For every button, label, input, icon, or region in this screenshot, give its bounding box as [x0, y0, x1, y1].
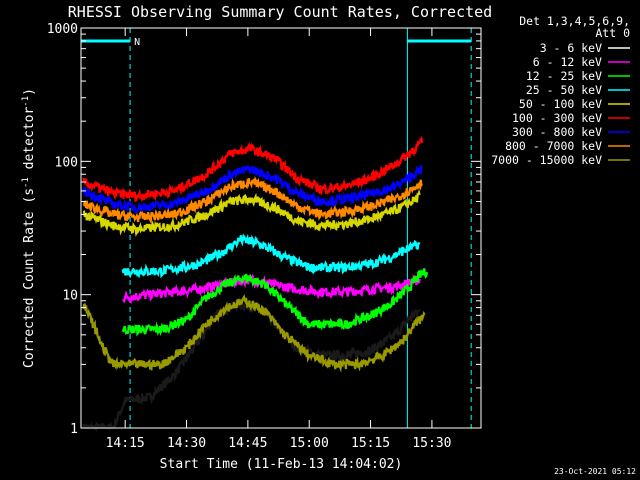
- x-tick-label-5: 15:30: [412, 436, 451, 451]
- footer-timestamp: 23-Oct-2021 05:12: [554, 467, 636, 476]
- legend-header-att: Att 0: [595, 26, 630, 40]
- y-axis-label-sup1: -1: [21, 177, 31, 188]
- legend-label-3: 25 - 50 keV: [526, 83, 602, 97]
- y-tick-label-2: 10: [62, 289, 78, 304]
- y-axis-ticks: 1000 100 10 1: [47, 22, 481, 437]
- series-line-6: [82, 164, 423, 215]
- x-tick-label-3: 15:00: [290, 436, 329, 451]
- axes: [80, 27, 482, 429]
- y-axis-label: Corrected Count Rate (s-1 detector-1): [21, 88, 37, 368]
- y-axis-label-sup2: -1: [21, 96, 31, 107]
- x-axis-ticks: 14:15 14:30 14:45 15:00 15:15 15:30: [106, 28, 451, 451]
- series-line-8: [82, 294, 426, 373]
- y-axis-label-part3: ): [22, 88, 37, 96]
- legend-label-0: 3 - 6 keV: [540, 41, 602, 55]
- series-line-4: [82, 189, 421, 238]
- legend-label-8: 7000 - 15000 keV: [491, 153, 602, 167]
- x-axis-label: Start Time (11-Feb-13 14:04:02): [160, 457, 403, 472]
- legend-label-6: 300 - 800 keV: [512, 125, 602, 139]
- y-axis-label-part1: Corrected Count Rate (s: [22, 188, 37, 368]
- x-tick-label-2: 14:45: [228, 436, 267, 451]
- y-tick-label-1: 100: [55, 155, 78, 170]
- chart-title: RHESSI Observing Summary Count Rates, Co…: [68, 3, 492, 21]
- y-axis-label-part2: detector: [22, 107, 37, 178]
- legend-label-4: 50 - 100 keV: [519, 97, 602, 111]
- x-tick-label-0: 14:15: [106, 436, 145, 451]
- series-line-1: [121, 273, 421, 305]
- legend-label-1: 6 - 12 keV: [533, 55, 602, 69]
- y-tick-label-3: 1: [70, 422, 78, 437]
- legend-label-5: 100 - 300 keV: [512, 111, 602, 125]
- plot-frame: [80, 27, 482, 429]
- x-tick-label-1: 14:30: [167, 436, 206, 451]
- legend-header: Det 1,3,4,5,6,9,: [519, 14, 630, 28]
- legend-label-7: 800 - 7000 keV: [505, 139, 602, 153]
- y-tick-label-0: 1000: [47, 22, 78, 37]
- legend-label-2: 12 - 25 keV: [526, 69, 602, 83]
- series-line-3: [121, 233, 421, 279]
- series-line-2: [121, 268, 429, 337]
- series-line-7: [83, 175, 424, 225]
- plot-area: N: [80, 28, 472, 433]
- series-line-5: [82, 135, 424, 202]
- x-tick-label-4: 15:15: [351, 436, 390, 451]
- night-flag-label: N: [134, 37, 140, 48]
